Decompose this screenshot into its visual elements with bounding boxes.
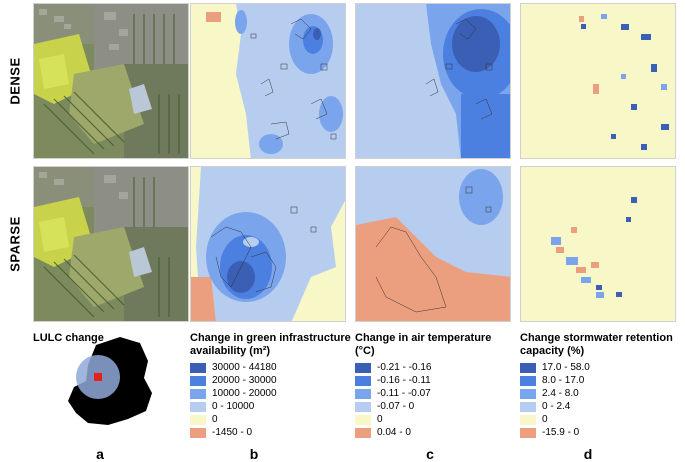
legend-item: 2.4 - 8.0	[520, 387, 590, 400]
legend-item: -0.16 - -0.11	[355, 374, 431, 387]
legend-green-infrastructure: 30000 - 44180 20000 - 30000 10000 - 2000…	[190, 361, 277, 439]
green-infrastructure-map-dense	[190, 3, 346, 159]
legend-item: 0.04 - 0	[355, 426, 431, 439]
legend-item: 0	[520, 413, 590, 426]
temperature-map-dense	[355, 3, 511, 159]
netherlands-location-map	[68, 337, 152, 425]
legend-item: -15.9 - 0	[520, 426, 590, 439]
stormwater-map-sparse	[520, 166, 676, 322]
legend-stormwater: 17.0 - 58.0 8.0 - 17.0 2.4 - 8.0 0 - 2.4…	[520, 361, 590, 439]
column-c-title: Change in air temperature (°C)	[355, 332, 492, 357]
column-letter-b: b	[249, 446, 259, 462]
legend-item: -0.11 - -0.07	[355, 387, 431, 400]
satellite-image-sparse	[34, 167, 188, 321]
legend-item: 0	[355, 413, 431, 426]
legend-item: 17.0 - 58.0	[520, 361, 590, 374]
legend-item: 0 - 10000	[190, 400, 277, 413]
row-label-sparse: SPARSE	[7, 216, 23, 272]
stormwater-map-dense	[520, 3, 676, 159]
column-letter-a: a	[96, 446, 104, 462]
column-a-title: LULC change	[33, 332, 104, 344]
temperature-map-sparse	[355, 166, 511, 322]
legend-item: 0 - 2.4	[520, 400, 590, 413]
legend-item: -1450 - 0	[190, 426, 277, 439]
legend-item: -0.21 - -0.16	[355, 361, 431, 374]
legend-item: 10000 - 20000	[190, 387, 277, 400]
satellite-image-dense	[34, 4, 188, 158]
green-infrastructure-map-sparse	[190, 166, 346, 322]
legend-item: 8.0 - 17.0	[520, 374, 590, 387]
legend-air-temperature: -0.21 - -0.16 -0.16 - -0.11 -0.11 - -0.0…	[355, 361, 431, 439]
legend-item: 20000 - 30000	[190, 374, 277, 387]
satellite-panel-dense	[33, 3, 189, 159]
satellite-panel-sparse	[33, 166, 189, 322]
study-area-marker	[94, 373, 102, 381]
row-label-dense: DENSE	[7, 57, 23, 105]
column-d-title: Change stormwater retention capacity (%)	[520, 332, 673, 357]
legend-item: 30000 - 44180	[190, 361, 277, 374]
column-b-title: Change in green infrastructure availabili…	[190, 332, 351, 357]
column-letter-c: c	[426, 446, 434, 462]
column-letter-d: d	[583, 446, 593, 462]
legend-item: -0.07 - 0	[355, 400, 431, 413]
legend-item: 0	[190, 413, 277, 426]
